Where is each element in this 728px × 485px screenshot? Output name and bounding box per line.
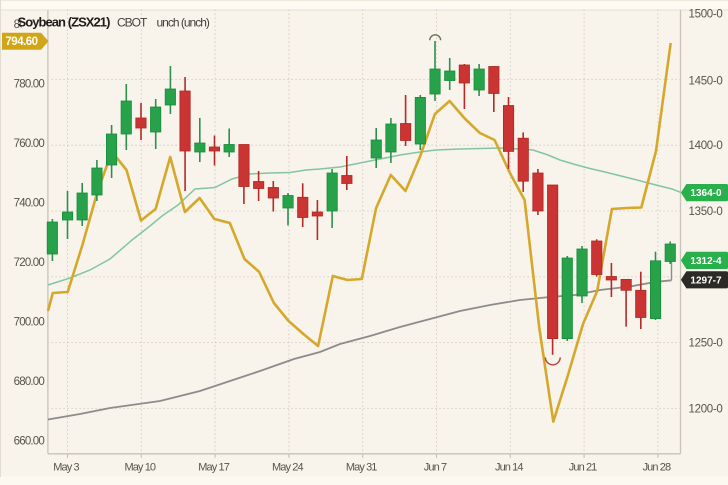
- svg-text:1250-0: 1250-0: [689, 338, 723, 350]
- svg-text:Jun 21: Jun 21: [569, 462, 597, 474]
- svg-text:780.00: 780.00: [14, 79, 45, 91]
- svg-text:Jun 7: Jun 7: [424, 462, 447, 474]
- svg-text:May 10: May 10: [124, 462, 155, 474]
- svg-text:May 3: May 3: [53, 462, 79, 474]
- svg-text:May 17: May 17: [198, 462, 229, 474]
- svg-text:1200-0: 1200-0: [689, 403, 723, 415]
- svg-text:Jun 28: Jun 28: [643, 462, 671, 474]
- svg-text:Soybean (ZSX21): Soybean (ZSX21): [18, 15, 111, 30]
- svg-text:Jun 14: Jun 14: [495, 462, 523, 474]
- svg-text:unch (unch): unch (unch): [157, 16, 210, 30]
- svg-text:800.00: 800.00: [14, 19, 45, 31]
- svg-text:1400-0: 1400-0: [689, 140, 723, 152]
- svg-text:1500-0: 1500-0: [689, 9, 723, 21]
- svg-text:1450-0: 1450-0: [689, 75, 723, 87]
- svg-text:680.00: 680.00: [14, 376, 45, 388]
- svg-text:1364-0: 1364-0: [690, 188, 722, 199]
- svg-text:700.00: 700.00: [14, 317, 45, 329]
- svg-text:1350-0: 1350-0: [689, 206, 723, 218]
- svg-text:May 24: May 24: [272, 462, 303, 474]
- svg-text:760.00: 760.00: [14, 138, 45, 150]
- svg-text:1297-7: 1297-7: [690, 275, 722, 286]
- svg-text:794.60: 794.60: [5, 36, 37, 48]
- svg-text:740.00: 740.00: [14, 198, 45, 210]
- svg-text:CBOT: CBOT: [117, 16, 148, 30]
- svg-text:720.00: 720.00: [14, 257, 45, 269]
- svg-text:1312-4: 1312-4: [690, 256, 722, 267]
- svg-text:May 31: May 31: [346, 462, 377, 474]
- svg-text:660.00: 660.00: [14, 436, 45, 448]
